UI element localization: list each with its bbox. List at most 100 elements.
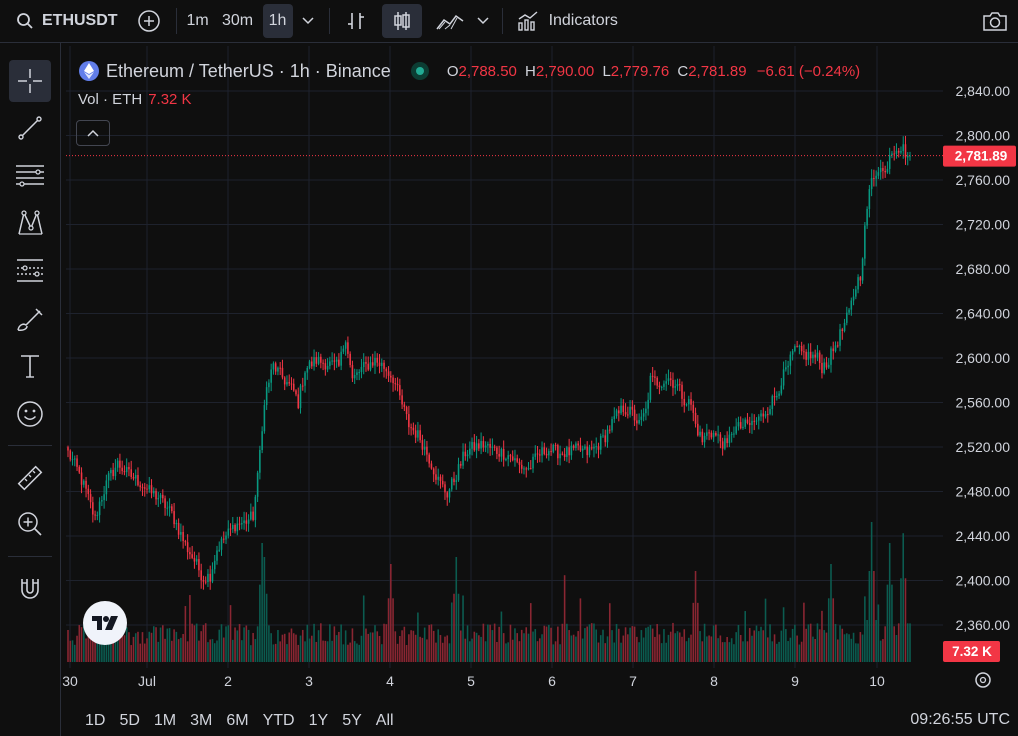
volume-bar — [764, 598, 767, 662]
candle-body — [751, 420, 753, 426]
candle-body — [640, 416, 643, 420]
price-chart[interactable]: 2,840.00 2,800.00 2,760.00 2,720.00 2,680.00… — [61, 43, 1018, 693]
candle-body — [403, 404, 406, 408]
range-1y[interactable]: 1Y — [308, 711, 329, 729]
volume-bar — [771, 641, 774, 662]
volume-bar — [247, 629, 250, 662]
volume-tag: 7.32 K — [943, 641, 1000, 662]
interval-30m[interactable]: 30m — [222, 12, 254, 29]
bar-style-button[interactable] — [336, 4, 376, 38]
candle-body — [902, 144, 905, 151]
candle-body — [818, 352, 821, 363]
candle-body — [213, 560, 216, 570]
candle-body — [141, 487, 144, 489]
volume-bar — [834, 623, 837, 662]
zoom-in-tool[interactable] — [9, 503, 51, 545]
volume-bar — [308, 638, 311, 662]
candle-body — [222, 538, 225, 540]
volume-bar — [213, 643, 216, 662]
volume-bar — [218, 629, 221, 662]
volume-bar — [360, 635, 363, 662]
volume-bar — [155, 627, 157, 662]
fib-tool[interactable] — [9, 154, 51, 196]
volume-bar — [204, 623, 207, 662]
range-5d[interactable]: 5D — [119, 711, 140, 729]
emoji-tool[interactable] — [9, 393, 51, 435]
utc-clock[interactable]: 09:26:55 UTC — [910, 711, 1010, 728]
candle-body — [825, 362, 828, 368]
chart-type-dropdown[interactable] — [470, 4, 496, 38]
candle-body — [216, 550, 218, 561]
volume-bar — [340, 624, 342, 662]
brush-tool[interactable] — [9, 298, 51, 340]
settings-gear[interactable] — [975, 672, 991, 688]
symbol-search[interactable]: ETHUSDT — [10, 4, 124, 38]
range-5y[interactable]: 5Y — [342, 711, 362, 729]
measure-tool[interactable] — [9, 457, 51, 499]
candle-body — [67, 447, 69, 451]
volume-bar — [859, 632, 862, 662]
range-1m[interactable]: 1M — [153, 711, 177, 729]
interval-dropdown[interactable] — [293, 4, 323, 38]
time-tick-label: 2 — [224, 673, 232, 689]
area-style-button[interactable] — [430, 4, 470, 38]
tradingview-logo[interactable] — [83, 601, 127, 645]
volume-bar — [669, 631, 672, 662]
chevron-down-icon — [302, 17, 314, 25]
pattern-tool[interactable] — [9, 202, 51, 244]
indicators-button[interactable]: Indicators — [509, 4, 626, 38]
candle-body — [103, 494, 105, 501]
range-3m[interactable]: 3M — [190, 711, 213, 729]
volume-bar — [466, 625, 469, 662]
candle-body — [534, 453, 537, 457]
volume-bar — [220, 624, 223, 662]
text-tool[interactable] — [9, 345, 51, 387]
volume-bar — [493, 623, 496, 662]
candle-body — [545, 453, 548, 456]
candle-body — [613, 416, 616, 420]
volume-bar — [525, 627, 528, 662]
symbol-title[interactable]: Ethereum / TetherUS · 1h · Binance — [106, 60, 391, 81]
candle-body — [168, 506, 171, 508]
magnet-tool[interactable] — [9, 568, 51, 610]
candle-body — [390, 375, 392, 378]
compare-button[interactable] — [132, 4, 166, 38]
candle-body — [755, 420, 758, 422]
volume-bar — [778, 641, 780, 662]
prediction-tool[interactable] — [9, 249, 51, 291]
candle-body — [703, 435, 706, 443]
volume-bar — [259, 584, 261, 662]
volume-bar — [191, 623, 193, 662]
candle-body — [879, 168, 882, 173]
range-1d[interactable]: 1D — [85, 711, 106, 729]
candle-body — [446, 492, 449, 498]
candle-body — [200, 570, 202, 581]
candle-body — [455, 480, 458, 483]
volume-bar — [557, 626, 559, 662]
collapse-legend-button[interactable] — [76, 120, 110, 146]
candle-body — [518, 461, 521, 465]
candle-body — [387, 371, 390, 376]
price-tick-label: 2,600.00 — [956, 350, 1011, 366]
candle-body — [489, 443, 491, 448]
range-6m[interactable]: 6M — [226, 711, 249, 729]
volume-bar — [866, 620, 868, 662]
range-ytd[interactable]: YTD — [262, 711, 295, 729]
range-all[interactable]: All — [375, 711, 394, 729]
volume-bar — [658, 634, 661, 662]
time-axis[interactable]: 30 Jul 2 3 4 5 6 7 8 9 10 — [62, 673, 885, 689]
interval-1h[interactable]: 1h — [262, 4, 293, 38]
candle-body — [586, 446, 588, 456]
trend-line-tool[interactable] — [9, 107, 51, 149]
candle-body — [480, 441, 482, 449]
price-axis[interactable]: 2,840.00 2,800.00 2,760.00 2,720.00 2,680.00… — [956, 83, 1011, 633]
screenshot-button[interactable] — [978, 4, 1012, 38]
crosshair-tool[interactable] — [9, 60, 51, 102]
volume-bar — [184, 606, 187, 662]
candle-body — [301, 385, 304, 387]
candle-body — [211, 569, 214, 582]
volume-bar — [116, 629, 119, 662]
candle-style-button[interactable] — [381, 4, 422, 38]
interval-1m[interactable]: 1m — [186, 12, 209, 29]
candle-body — [782, 369, 785, 386]
